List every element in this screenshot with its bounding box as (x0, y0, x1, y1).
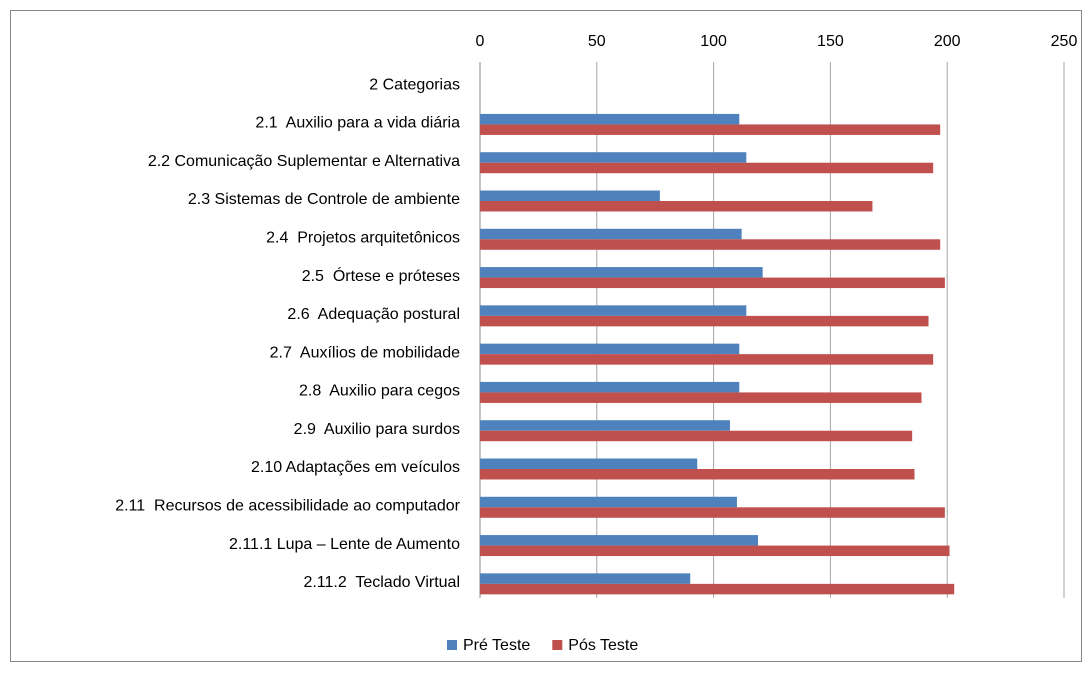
bar (480, 507, 945, 518)
bar (480, 469, 915, 480)
chart-frame (10, 10, 1082, 662)
legend-swatch (552, 640, 563, 650)
bar (480, 583, 955, 595)
bar (480, 392, 922, 403)
y-tick-label: 2.6 Adequação postural (287, 306, 460, 323)
bar (480, 190, 660, 201)
bar (480, 315, 929, 327)
bar (480, 124, 941, 135)
bar (480, 162, 934, 174)
y-tick-label: 2.3 Sistemas de Controle de ambiente (188, 191, 460, 208)
bar (480, 420, 730, 431)
y-tick-label: 2.9 Auxilio para surdos (294, 421, 460, 438)
legend-label: Pós Teste (568, 637, 638, 654)
bar (480, 228, 742, 240)
y-tick-label: 2.11 Recursos de acessibilidade ao compu… (115, 498, 460, 515)
bar (480, 305, 747, 316)
legend-label: Pré Teste (463, 637, 530, 654)
x-tick-label: 200 (934, 33, 961, 50)
x-tick-label: 50 (588, 33, 606, 50)
y-tick-label: 2.8 Auxilio para cegos (299, 383, 460, 400)
bar (480, 545, 950, 557)
bar (480, 381, 740, 393)
y-tick-label: 2.5 Órtese e próteses (302, 266, 460, 285)
bar (480, 267, 763, 278)
bar (480, 239, 941, 250)
y-tick-label: 2 Categorias (369, 76, 460, 93)
y-tick-label: 2.4 Projetos arquitetônicos (266, 230, 460, 247)
x-tick-label: 250 (1051, 33, 1078, 50)
y-tick-label: 2.11.1 Lupa – Lente de Aumento (229, 536, 460, 553)
x-tick-label: 0 (476, 33, 485, 50)
y-tick-label: 2.2 Comunicação Suplementar e Alternativ… (148, 153, 460, 170)
bar (480, 277, 945, 289)
x-tick-label: 150 (817, 33, 844, 50)
x-tick-label: 100 (700, 33, 727, 50)
bar (480, 152, 747, 163)
bar (480, 201, 873, 212)
bar (480, 496, 737, 508)
legend-swatch (447, 640, 457, 650)
bar (480, 430, 913, 442)
y-tick-label: 2.1 Auxilio para a vida diária (255, 115, 460, 132)
y-tick-label: 2.7 Auxílios de mobilidade (270, 344, 460, 361)
y-tick-label: 2.11.2 Teclado Virtual (303, 574, 460, 591)
bar (480, 113, 740, 125)
bar (480, 343, 740, 355)
bar (480, 458, 698, 469)
bar (480, 535, 758, 546)
bar (480, 354, 934, 365)
bar (480, 573, 691, 584)
y-tick-label: 2.10 Adaptações em veículos (251, 459, 460, 476)
